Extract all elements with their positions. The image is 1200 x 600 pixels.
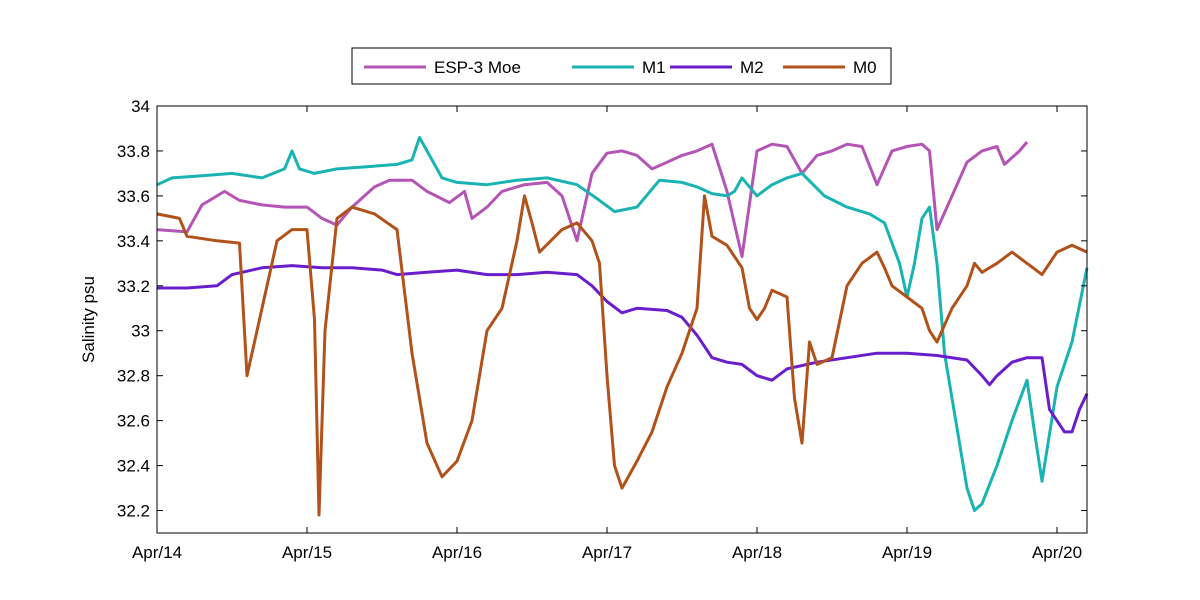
series-line-2 xyxy=(157,264,1089,434)
x-tick-label: Apr/18 xyxy=(732,543,782,562)
legend-label-3: M0 xyxy=(853,58,877,77)
y-tick-label: 33.8 xyxy=(117,142,150,161)
series-line-3 xyxy=(156,194,1088,517)
x-tick-label: Apr/16 xyxy=(432,543,482,562)
legend-label-2: M2 xyxy=(740,58,764,77)
plot-frame xyxy=(156,105,1088,534)
y-axis-label: Salinity psu xyxy=(79,276,98,363)
y-tick-label: 32.2 xyxy=(117,502,150,521)
legend-label-0: ESP-3 Moe xyxy=(434,58,521,77)
y-tick-label: 34 xyxy=(131,97,150,116)
y-axis: 32.2 32.4 32.6 32.8 33 33.2 33.4 33.6 33.8 34 xyxy=(117,97,1087,521)
y-tick-label: 33 xyxy=(131,322,150,341)
plot-lines xyxy=(156,136,1089,517)
x-tick-label: Apr/15 xyxy=(282,543,332,562)
y-tick-label: 33.6 xyxy=(117,187,150,206)
y-tick-label: 33.4 xyxy=(117,232,150,251)
legend-label-1: M1 xyxy=(642,58,666,77)
x-tick-label: Apr/19 xyxy=(882,543,932,562)
x-tick-label: Apr/17 xyxy=(582,543,632,562)
x-axis: Apr/14 Apr/15 Apr/16 Apr/17 Apr/18 Apr/19 Apr/… xyxy=(132,106,1082,562)
x-tick-label: Apr/20 xyxy=(1032,543,1082,562)
y-tick-label: 33.2 xyxy=(117,277,150,296)
y-tick-label: 32.4 xyxy=(117,457,150,476)
series-line-0 xyxy=(156,141,1029,259)
y-tick-label: 32.8 xyxy=(117,367,150,386)
y-tick-label: 32.6 xyxy=(117,412,150,431)
x-tick-label: Apr/14 xyxy=(132,543,182,562)
series-line-1 xyxy=(156,136,1089,512)
legend: ESP-3 Moe M1 M2 M0 xyxy=(351,47,892,85)
